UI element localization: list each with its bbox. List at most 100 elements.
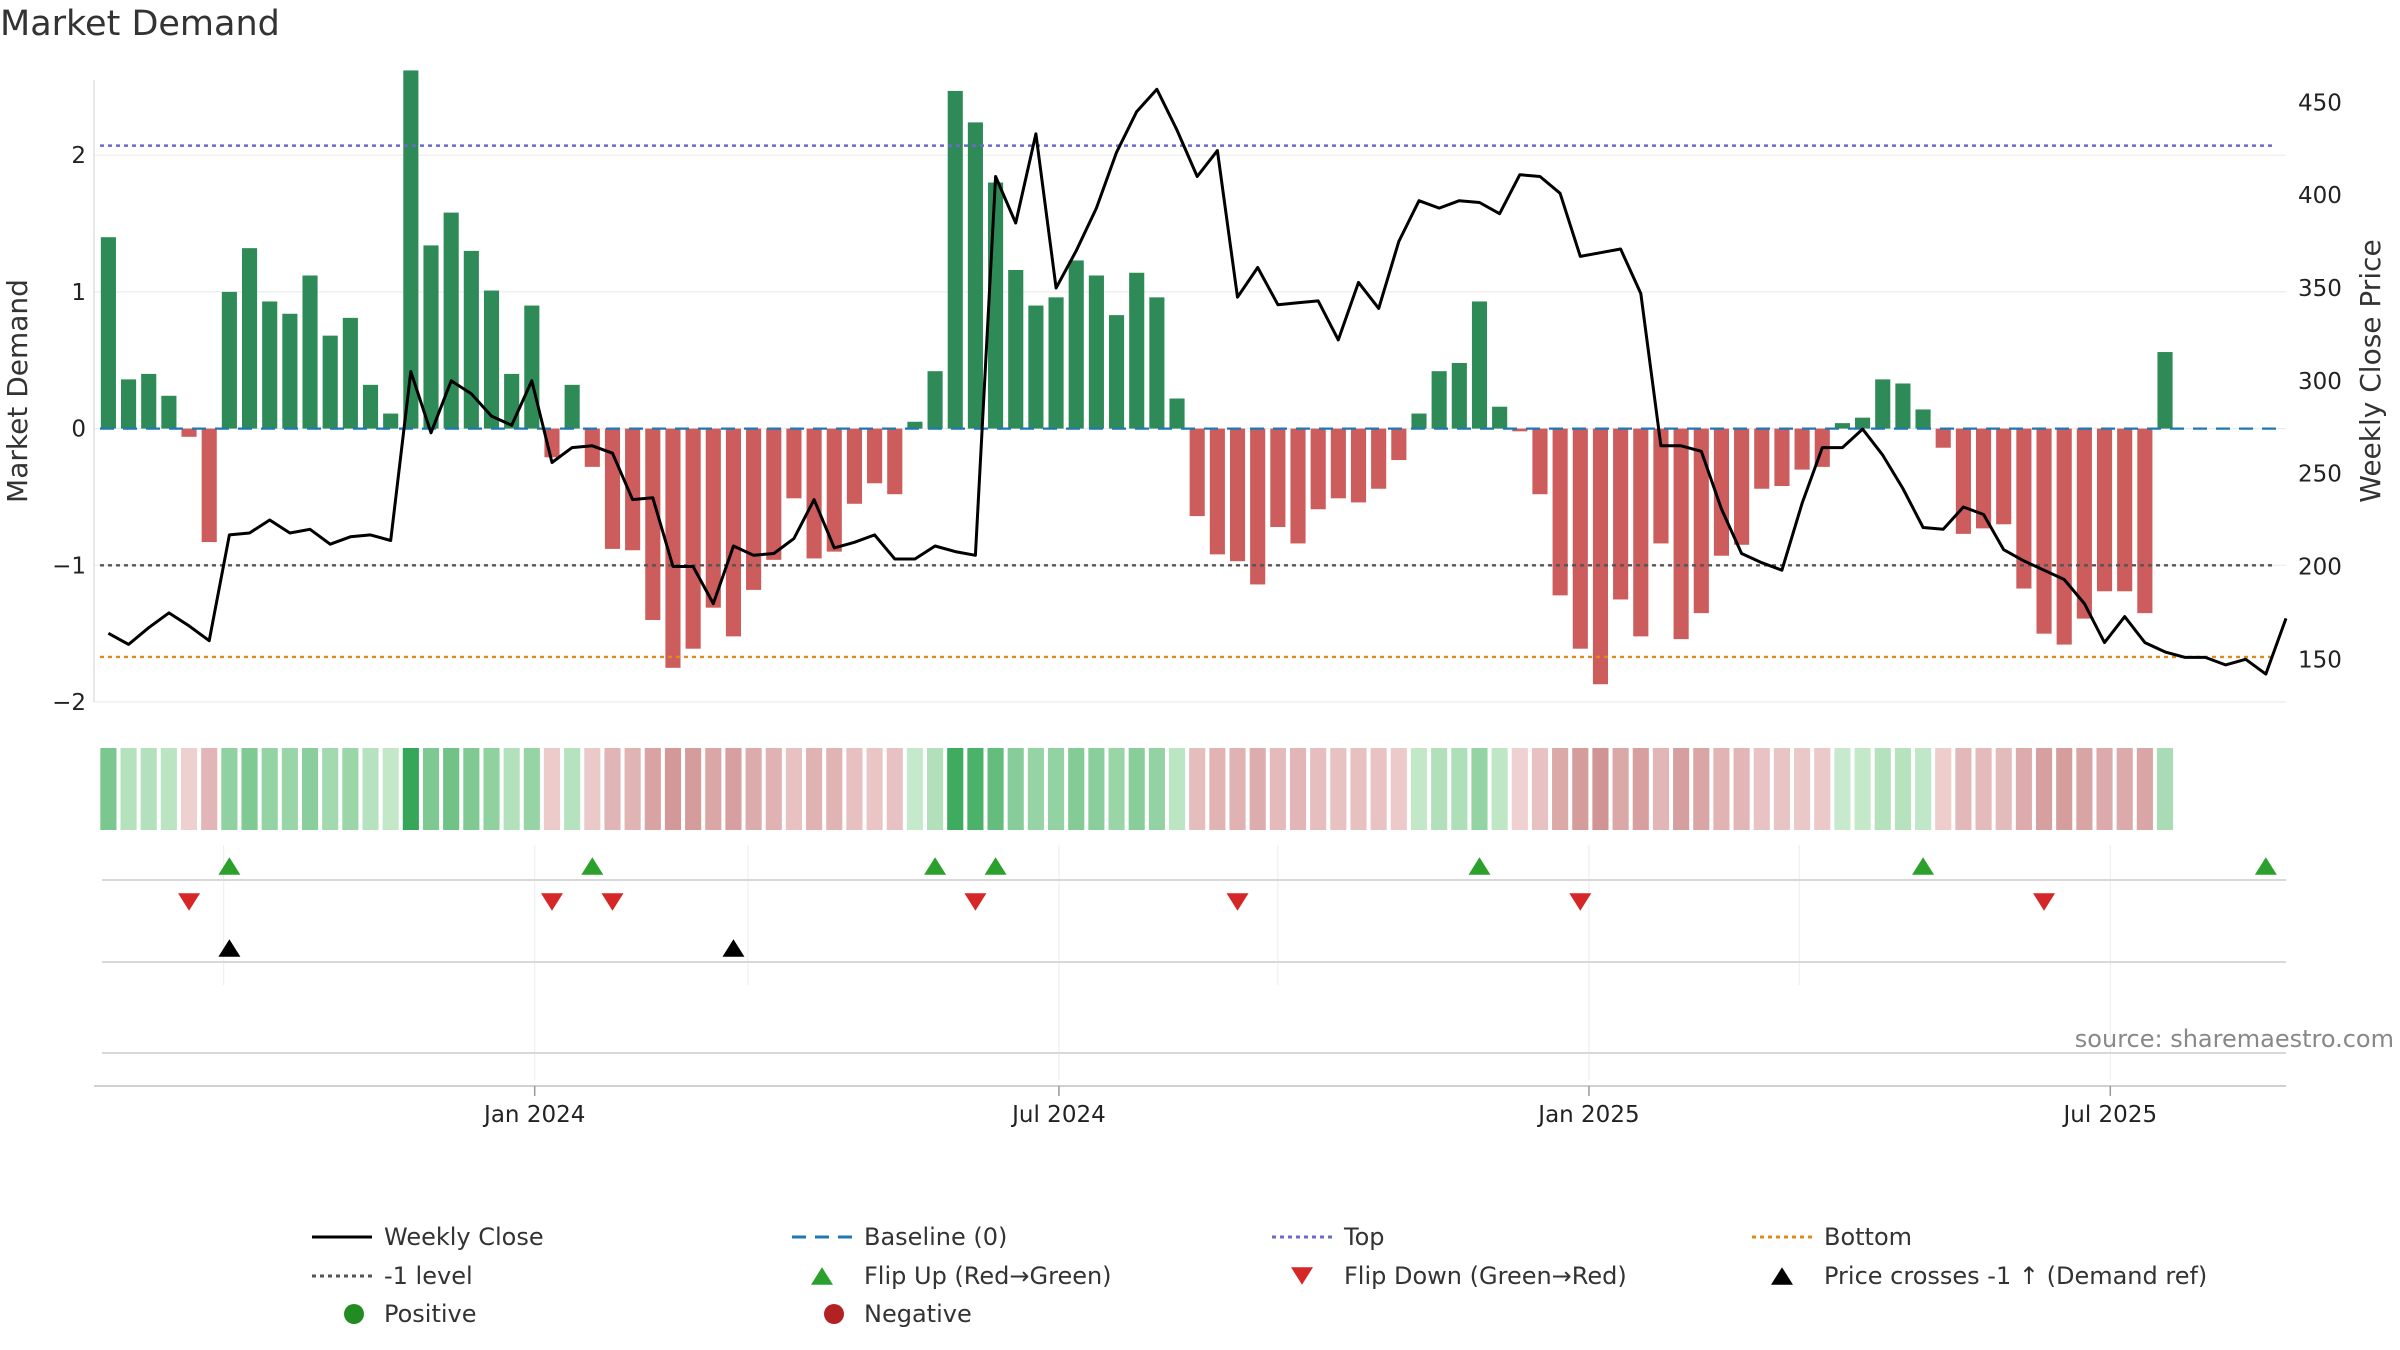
demand-bar — [181, 428, 197, 437]
heat-cell — [644, 748, 661, 830]
legend-label: Negative — [864, 1300, 972, 1328]
heat-cell — [866, 748, 883, 830]
demand-bar — [1955, 428, 1971, 534]
heat-cell — [1834, 748, 1851, 830]
demand-bar — [1935, 428, 1951, 448]
grid-layer — [94, 154, 2286, 1080]
demand-bar — [927, 371, 943, 429]
legend-label: Flip Up (Red→Green) — [864, 1262, 1112, 1290]
demand-bar — [1592, 428, 1609, 685]
legend-marker — [1771, 1267, 1793, 1285]
legend-label: Bottom — [1824, 1223, 1912, 1251]
y-left-tick-label: 0 — [71, 417, 86, 443]
demand-bar — [2016, 428, 2032, 589]
heat-cell — [1148, 748, 1165, 830]
heat-cell — [2076, 748, 2093, 830]
flip-down-marker — [964, 893, 987, 911]
demand-bar — [322, 335, 338, 429]
demand-bar — [1834, 423, 1850, 429]
legend-marker — [1291, 1267, 1313, 1285]
demand-bar — [2056, 428, 2072, 645]
demand-bar — [1774, 428, 1790, 487]
demand-bar — [282, 313, 298, 429]
heat-cell — [2136, 748, 2153, 830]
heat-cell — [1128, 748, 1145, 830]
heat-cell — [1168, 748, 1186, 830]
demand-bar — [2117, 428, 2133, 592]
heat-cell — [160, 748, 177, 830]
heat-cell — [120, 748, 137, 830]
heat-cell — [1027, 748, 1044, 830]
flip-up-marker — [1912, 857, 1935, 875]
demand-bar — [100, 237, 116, 429]
heat-cell — [987, 748, 1004, 830]
heat-cell — [765, 748, 782, 830]
demand-bar — [564, 384, 580, 429]
demand-bar — [2137, 428, 2153, 614]
demand-bar — [1552, 428, 1568, 596]
demand-bar — [1794, 428, 1810, 470]
heat-cell — [1229, 748, 1246, 830]
demand-bar — [1895, 383, 1911, 429]
heat-cell — [1995, 748, 2012, 830]
flip-up-marker — [2254, 857, 2277, 875]
heat-cell — [503, 748, 520, 830]
heat-cell — [806, 748, 823, 830]
heat-cell — [221, 748, 238, 830]
demand-bar — [221, 291, 237, 429]
demand-bar — [806, 428, 822, 559]
demand-bar — [1169, 398, 1185, 429]
heat-cell — [2156, 748, 2174, 830]
page-title: Market Demand — [0, 4, 280, 44]
demand-bars — [100, 70, 2173, 685]
demand-bar — [423, 245, 439, 429]
heat-cell — [1047, 748, 1065, 830]
heat-cell — [664, 748, 682, 830]
demand-bar — [846, 428, 862, 504]
demand-bar — [1492, 406, 1508, 429]
demand-bar — [1653, 428, 1669, 544]
demand-bar — [685, 428, 701, 649]
demand-bar — [1250, 428, 1266, 585]
demand-bar — [887, 428, 903, 495]
demand-bar — [826, 428, 842, 552]
heat-cell — [826, 748, 843, 830]
demand-bar — [443, 212, 459, 429]
heat-cell — [1068, 748, 1085, 830]
heat-cell — [1652, 748, 1670, 830]
flip-down-marker — [2033, 893, 2056, 911]
flip-up-marker — [984, 857, 1007, 875]
flip-up-marker — [1468, 857, 1491, 875]
heat-cell — [342, 748, 359, 830]
heat-cell — [180, 748, 198, 830]
demand-bar — [1512, 428, 1528, 432]
heat-cell — [483, 748, 500, 830]
heat-cell — [745, 748, 762, 830]
heat-cell — [1209, 748, 1226, 830]
heat-cell — [1753, 748, 1770, 830]
demand-bar — [1028, 305, 1044, 429]
heat-cell — [1552, 748, 1569, 830]
event-markers — [102, 857, 2286, 1054]
heat-cell — [1854, 748, 1871, 830]
demand-bar — [1411, 413, 1427, 429]
flip-up-marker — [581, 857, 604, 875]
demand-bar — [1915, 409, 1931, 429]
heat-cell — [1431, 748, 1448, 830]
heat-cell — [1310, 748, 1327, 830]
heat-cell — [2035, 748, 2053, 830]
demand-bar — [1673, 428, 1689, 640]
heat-cell — [1673, 748, 1690, 830]
heat-cell — [1007, 748, 1024, 830]
heat-cell — [201, 748, 218, 830]
demand-bar — [1431, 371, 1447, 429]
legend-label: Flip Down (Green→Red) — [1344, 1262, 1627, 1290]
demand-bar — [1189, 428, 1205, 517]
demand-bar — [1451, 362, 1467, 429]
demand-bar — [1471, 301, 1488, 429]
demand-bar — [1008, 270, 1024, 429]
demand-bar — [705, 428, 721, 608]
flip-down-marker — [1226, 893, 1249, 911]
heat-cell — [725, 748, 742, 830]
